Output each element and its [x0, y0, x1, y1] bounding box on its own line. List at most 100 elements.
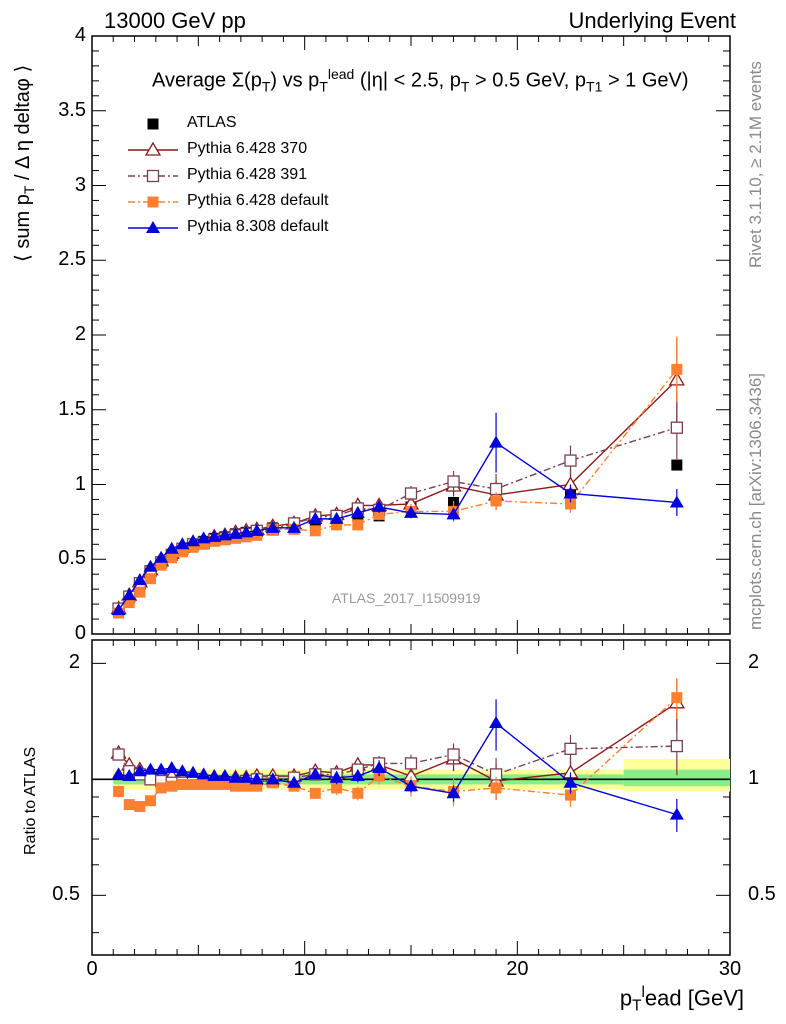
ratio-point — [308, 767, 323, 780]
main-point — [155, 559, 167, 571]
rivet-version-label: Rivet 3.1.10, ≥ 2.1M events — [746, 61, 765, 268]
ratio-point — [446, 786, 461, 799]
main-series-line-3 — [118, 368, 678, 614]
main-point — [309, 525, 321, 537]
main-point — [134, 586, 146, 598]
ratio-plot-frame — [91, 639, 731, 956]
ratio-point — [123, 799, 135, 811]
ratio-point — [490, 782, 502, 794]
ratio-point — [251, 780, 263, 792]
ratio-point — [563, 775, 578, 788]
ratio-point — [489, 716, 504, 729]
main-point — [563, 486, 578, 499]
main-point — [446, 507, 461, 520]
main-point — [329, 511, 344, 524]
main-point — [287, 520, 302, 533]
ratio-point — [230, 780, 242, 792]
x-axis-title: pTlead [GeV] — [619, 984, 744, 1015]
ratio-point — [122, 769, 137, 782]
legend-label-p6-370: Pythia 6.428 370 — [187, 140, 308, 157]
ratio-point — [404, 757, 418, 770]
legend-label-p6-391: Pythia 6.428 391 — [187, 166, 308, 183]
main-series-line-2 — [118, 427, 678, 610]
main-point — [404, 487, 418, 500]
xtick-label: 10 — [293, 958, 316, 980]
xtick-label: 30 — [718, 958, 742, 980]
main-point — [175, 537, 190, 550]
main-point — [228, 526, 243, 539]
legend-markers — [128, 118, 178, 233]
ratio-point — [186, 765, 201, 778]
axis-ticks — [91, 35, 731, 955]
ratio-ytick-label-right: 1 — [748, 767, 760, 790]
main-series-layer — [110, 336, 685, 619]
ratio-point — [352, 787, 364, 799]
main-point — [143, 559, 158, 572]
legend-marker-1 — [144, 141, 162, 156]
legend-label-p8-default: Pythia 8.308 default — [187, 218, 329, 235]
legend-marker-0 — [147, 118, 159, 130]
ratio-point — [134, 801, 146, 813]
ratio-point — [219, 778, 231, 790]
main-series-4 — [111, 412, 684, 616]
main-point — [404, 505, 418, 518]
ratio-ytick-label-right: 0.5 — [748, 883, 776, 906]
main-ytick-label: 0 — [74, 622, 86, 644]
ratio-ytick-label: 2 — [68, 651, 80, 674]
ratio-point — [669, 807, 684, 820]
ratio-point — [154, 762, 169, 775]
ratio-point — [132, 764, 147, 777]
ratio-point — [239, 770, 254, 783]
ratio-point — [228, 770, 243, 783]
ratio-point — [309, 787, 321, 799]
ratio-point — [565, 789, 576, 801]
ratio-point — [671, 692, 683, 704]
legend-marker-2 — [146, 169, 160, 183]
main-point — [565, 498, 576, 510]
ratio-series-line-0 — [118, 702, 678, 782]
main-point — [308, 511, 323, 524]
main-point — [669, 495, 684, 508]
ratio-band-green-1 — [623, 769, 730, 787]
ratio-ytick-label: 1 — [68, 767, 80, 790]
y-axis-title: ⟨ sum pT / Δ η deltaφ ⟩ — [12, 64, 37, 262]
main-point — [122, 588, 137, 601]
main-point — [132, 573, 147, 586]
mcplots-label: mcplots.cern.ch [arXiv:1306.3436] — [746, 372, 765, 630]
ratio-point — [144, 773, 157, 786]
main-point — [186, 534, 201, 547]
ratio-point — [176, 778, 188, 790]
main-point — [670, 421, 683, 434]
legend-marker-4 — [146, 221, 160, 233]
ratio-point — [208, 778, 220, 790]
ratio-point — [187, 778, 199, 790]
main-point — [111, 603, 126, 616]
main-point — [489, 435, 504, 448]
main-point — [207, 529, 222, 542]
main-point — [239, 525, 254, 538]
ratio-series-2 — [113, 678, 683, 813]
main-ytick-label: 4 — [74, 24, 86, 46]
ratio-point — [207, 769, 222, 782]
main-point — [196, 531, 211, 544]
main-point — [671, 459, 683, 471]
ratio-point — [112, 748, 125, 761]
main-point — [176, 546, 188, 558]
ratio-point — [113, 785, 125, 797]
ratio-point — [350, 769, 365, 782]
main-point — [166, 552, 178, 564]
main-point — [373, 508, 385, 520]
main-point — [144, 573, 156, 585]
main-ytick-label: 2.5 — [58, 248, 86, 271]
main-point — [265, 520, 280, 533]
ratio-y-axis-title: Ratio to ATLAS — [22, 746, 39, 855]
ratio-point — [143, 762, 158, 775]
ratio-point — [265, 772, 280, 785]
ratio-ytick-label: 0.5 — [52, 883, 80, 906]
ratio-point — [155, 782, 167, 794]
ratio-point — [447, 748, 460, 761]
main-point — [123, 597, 135, 609]
ratio-point — [175, 764, 190, 777]
main-point — [490, 495, 502, 507]
